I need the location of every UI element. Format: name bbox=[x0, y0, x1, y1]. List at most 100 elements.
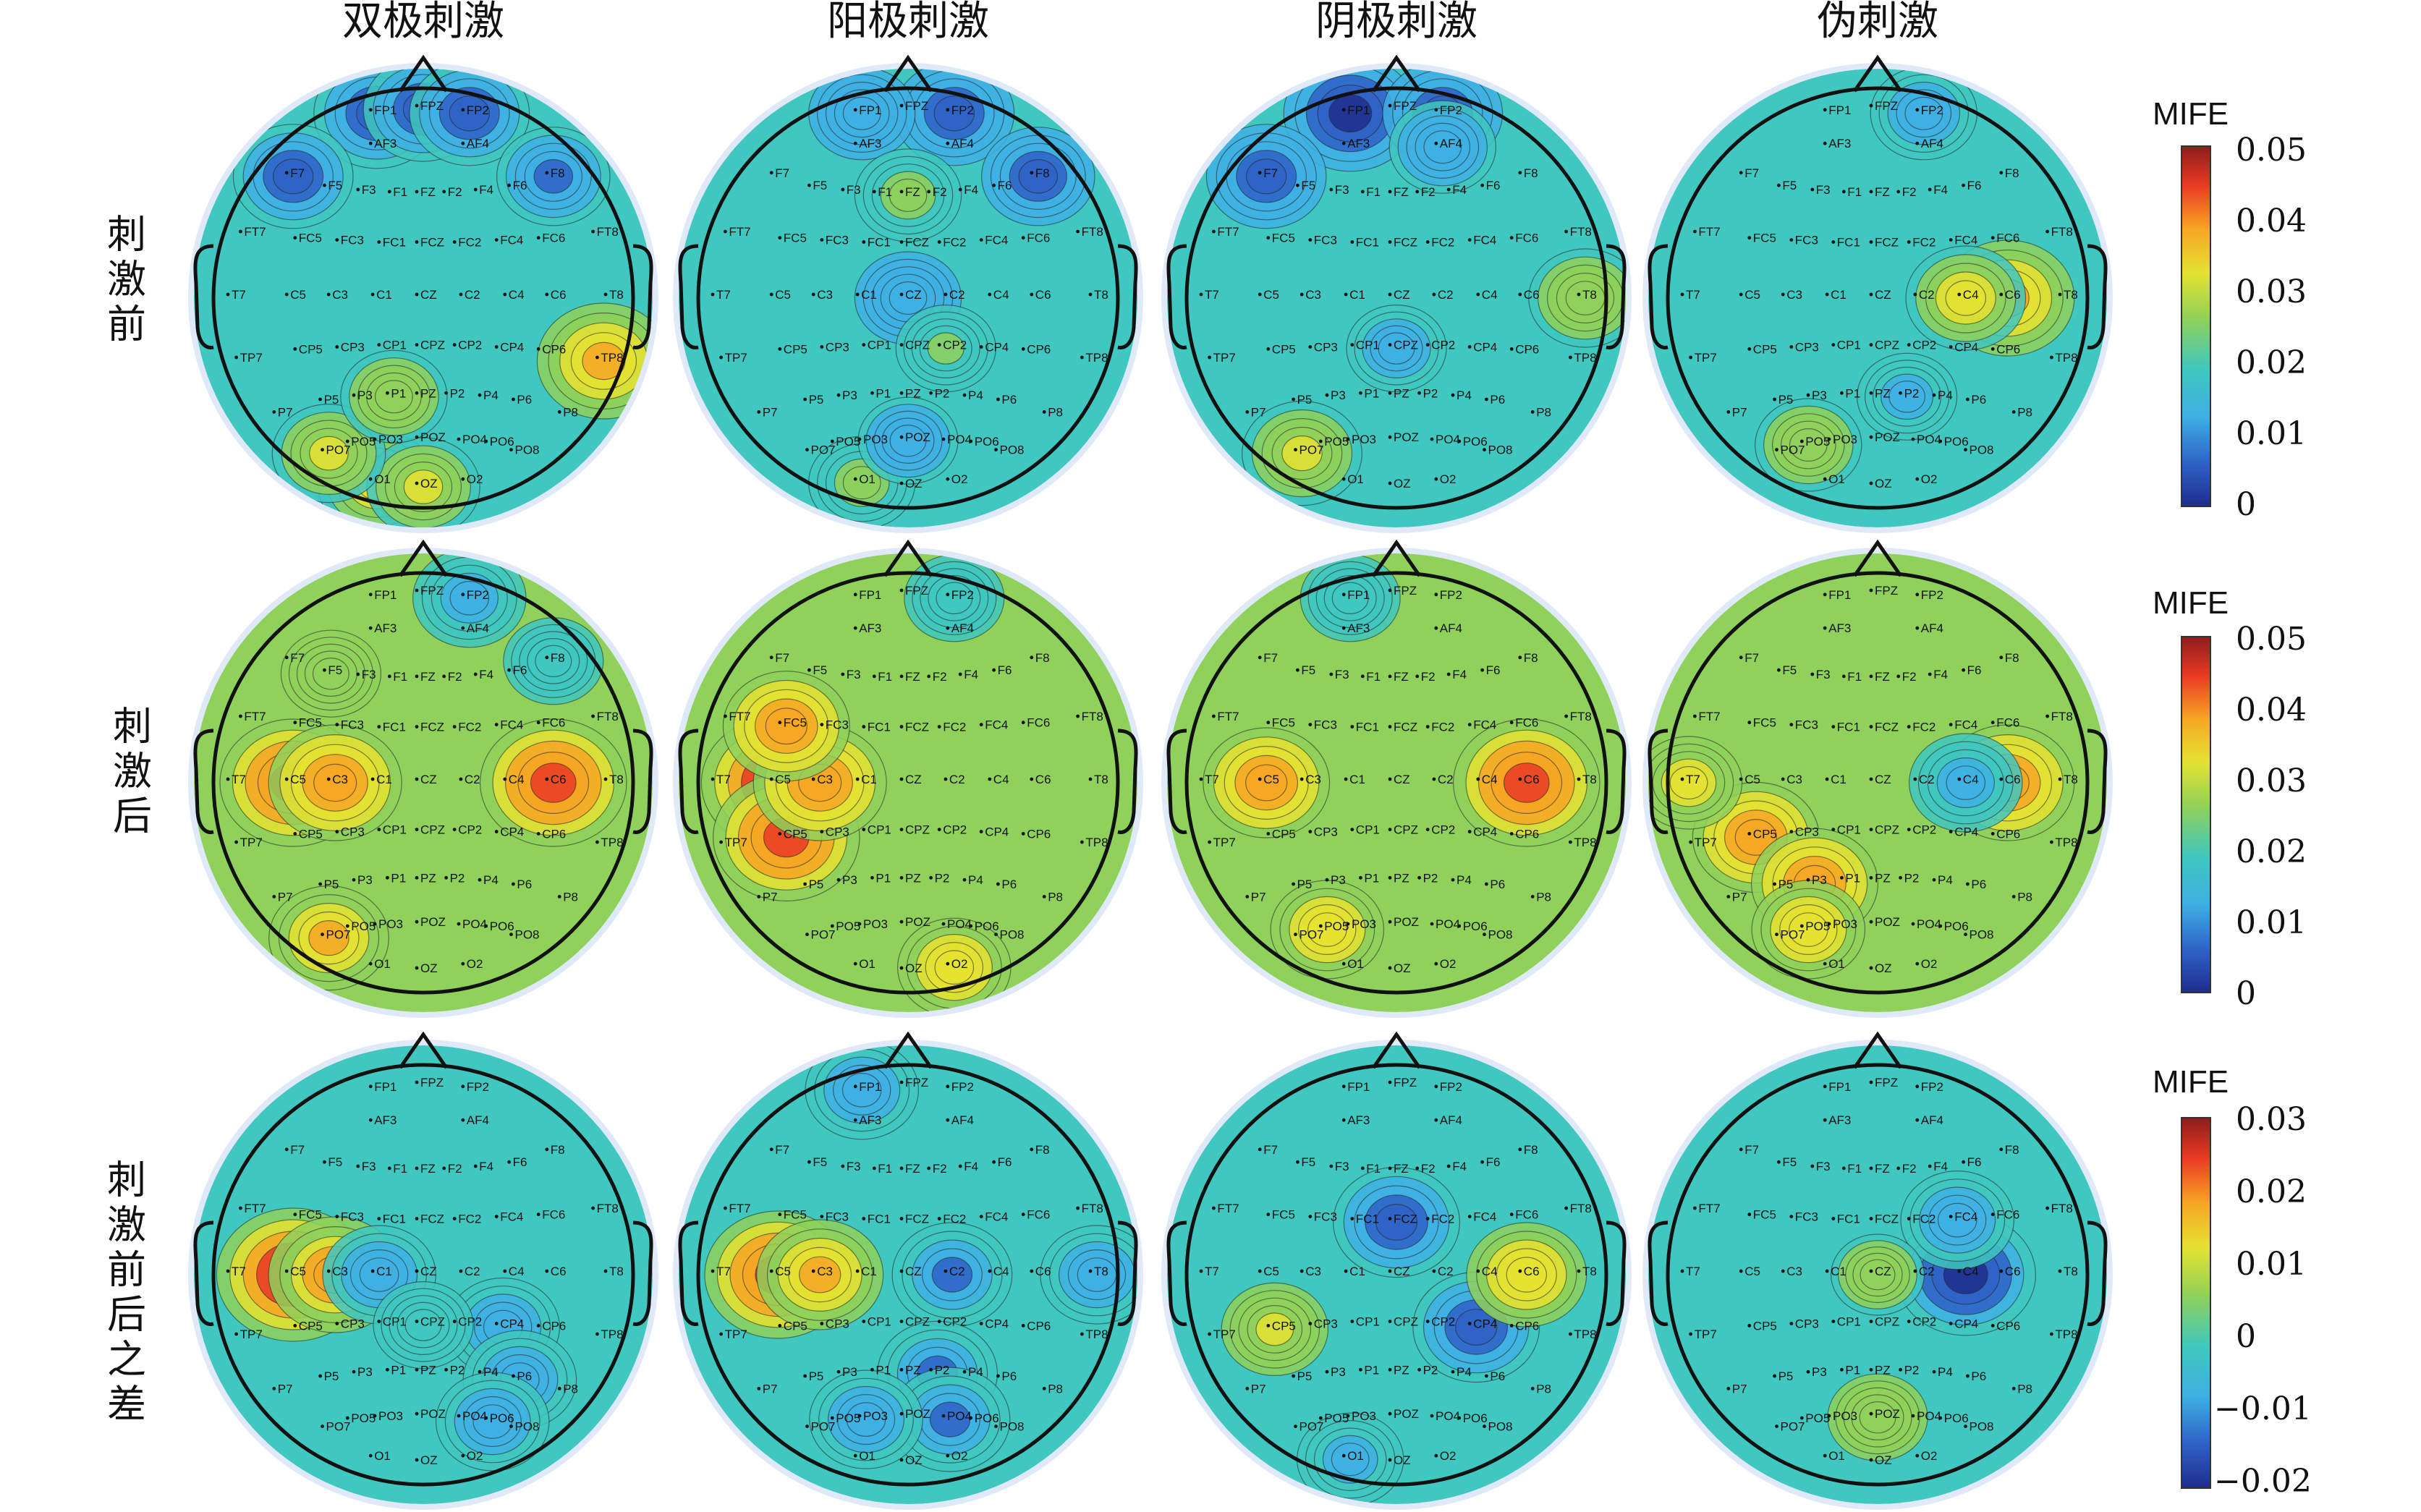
contour-level bbox=[359, 1257, 399, 1292]
electrode-dot bbox=[719, 840, 723, 844]
electrode-label: P7 bbox=[1251, 1382, 1266, 1396]
electrode-label: P1 bbox=[1845, 1363, 1860, 1377]
electrode-dot bbox=[1258, 1269, 1262, 1273]
electrode-dot bbox=[1938, 1416, 1943, 1420]
electrode-dot bbox=[1245, 1387, 1250, 1390]
electrode-label: FC4 bbox=[500, 718, 523, 732]
electrode-label: F2 bbox=[448, 670, 462, 684]
electrode-dot bbox=[226, 292, 230, 297]
electrode-label: FC2 bbox=[1912, 721, 1935, 734]
electrode-label: PO4 bbox=[947, 433, 972, 446]
electrode-dot bbox=[853, 961, 857, 966]
electrode-dot bbox=[1446, 1164, 1451, 1168]
electrode-dot bbox=[1810, 187, 1815, 192]
electrode-label: C6 bbox=[551, 1265, 567, 1278]
electrode-label: CP2 bbox=[1431, 339, 1455, 352]
electrode-dot bbox=[1325, 393, 1329, 397]
electrode-dot bbox=[457, 1414, 461, 1418]
electrode-label: T7 bbox=[232, 288, 246, 302]
electrode-label: T7 bbox=[232, 1265, 246, 1278]
electrode-label: TP8 bbox=[1085, 836, 1108, 849]
contour-level bbox=[309, 436, 349, 471]
electrode-label: FZ bbox=[1875, 670, 1890, 684]
electrode-label: PO6 bbox=[490, 919, 514, 933]
electrode-dot bbox=[1915, 1118, 1920, 1122]
electrode-label: FC4 bbox=[985, 234, 1008, 247]
electrode-label: CP3 bbox=[341, 1317, 365, 1331]
electrode-dot bbox=[979, 345, 983, 349]
electrode-label: CP6 bbox=[1996, 342, 2020, 356]
electrode-dot bbox=[899, 1458, 904, 1462]
electrode-dot bbox=[1258, 171, 1262, 175]
electrode-label: P4 bbox=[1457, 873, 1472, 887]
electrode-dot bbox=[1789, 830, 1794, 833]
electrode-label: F2 bbox=[933, 185, 947, 199]
electrode-dot bbox=[899, 875, 904, 880]
left-ear-outline bbox=[678, 729, 699, 834]
electrode-dot bbox=[1245, 410, 1250, 414]
colorbar-tick: 0.01 bbox=[2236, 904, 2307, 941]
electrode-dot bbox=[857, 1414, 862, 1418]
electrode-dot bbox=[1388, 240, 1392, 244]
colorbar-title: MIFE bbox=[2153, 585, 2229, 621]
electrode-label: AF4 bbox=[467, 1113, 489, 1127]
electrode-dot bbox=[1789, 723, 1794, 726]
electrode-dot bbox=[1388, 1367, 1392, 1372]
electrode-dot bbox=[1341, 593, 1346, 597]
electrode-dot bbox=[778, 721, 782, 725]
electrode-label: C2 bbox=[1919, 288, 1935, 302]
electrode-label: C1 bbox=[1831, 1265, 1847, 1278]
colorbar-pre: MIFE 0.05 0.04 0.03 0.02 0.01 0 bbox=[2153, 96, 2307, 523]
electrode-dot bbox=[1212, 714, 1216, 718]
electrode-dot bbox=[1999, 1147, 2004, 1152]
electrode-dot bbox=[1350, 1320, 1354, 1323]
electrode-label: FP1 bbox=[1828, 103, 1851, 117]
electrode-dot bbox=[2045, 229, 2050, 234]
electrode-dot bbox=[1266, 1324, 1271, 1328]
electrode-label: P2 bbox=[1904, 871, 1920, 885]
electrode-label: AF3 bbox=[374, 137, 397, 150]
head-outline bbox=[211, 1063, 635, 1487]
electrode-label: P5 bbox=[1778, 1369, 1794, 1383]
electrode-label: FC1 bbox=[383, 721, 406, 734]
electrode-label: PO8 bbox=[1970, 443, 1994, 457]
electrode-dot bbox=[1344, 777, 1348, 781]
electrode-dot bbox=[1292, 1374, 1295, 1378]
electrode-dot bbox=[2045, 1206, 2050, 1210]
electrode-dot bbox=[444, 1367, 448, 1372]
electrode-dot bbox=[545, 1147, 549, 1152]
electrode-dot bbox=[226, 777, 230, 781]
electrode-dot bbox=[1806, 393, 1810, 397]
electrode-dot bbox=[415, 875, 419, 880]
electrode-label: CP2 bbox=[943, 823, 967, 837]
electrode-label: P2 bbox=[1423, 386, 1438, 400]
electrode-label: TP7 bbox=[725, 351, 747, 365]
electrode-label: CP5 bbox=[784, 342, 807, 356]
electrode-label: FC6 bbox=[1515, 232, 1538, 245]
electrode-dot bbox=[1564, 1206, 1569, 1210]
electrode-dot bbox=[872, 1166, 876, 1171]
right-ear-outline bbox=[2087, 729, 2108, 834]
electrode-label: P8 bbox=[2017, 890, 2032, 904]
electrode-dot bbox=[1341, 1084, 1346, 1089]
electrode-label: P1 bbox=[1364, 1363, 1379, 1377]
electrode-dot bbox=[603, 777, 608, 781]
electrode-dot bbox=[996, 397, 1000, 402]
electrode-label: C2 bbox=[465, 1265, 480, 1278]
electrode-dot bbox=[459, 777, 463, 781]
colorbar-post: MIFE 0.05 0.04 0.03 0.02 0.01 0 bbox=[2153, 585, 2307, 1012]
electrode-dot bbox=[958, 1164, 962, 1168]
electrode-dot bbox=[719, 355, 723, 360]
electrode-dot bbox=[979, 1322, 983, 1325]
contour-level bbox=[1455, 1309, 1498, 1346]
electrode-dot bbox=[969, 1416, 973, 1420]
electrode-dot bbox=[1823, 108, 1827, 112]
electrode-dot bbox=[1990, 721, 1995, 725]
electrode-label: CP3 bbox=[1314, 825, 1338, 839]
electrode-dot bbox=[1869, 435, 1873, 439]
electrode-dot bbox=[459, 292, 463, 297]
electrode-dot bbox=[370, 777, 375, 781]
electrode-label: PO6 bbox=[1463, 435, 1488, 449]
